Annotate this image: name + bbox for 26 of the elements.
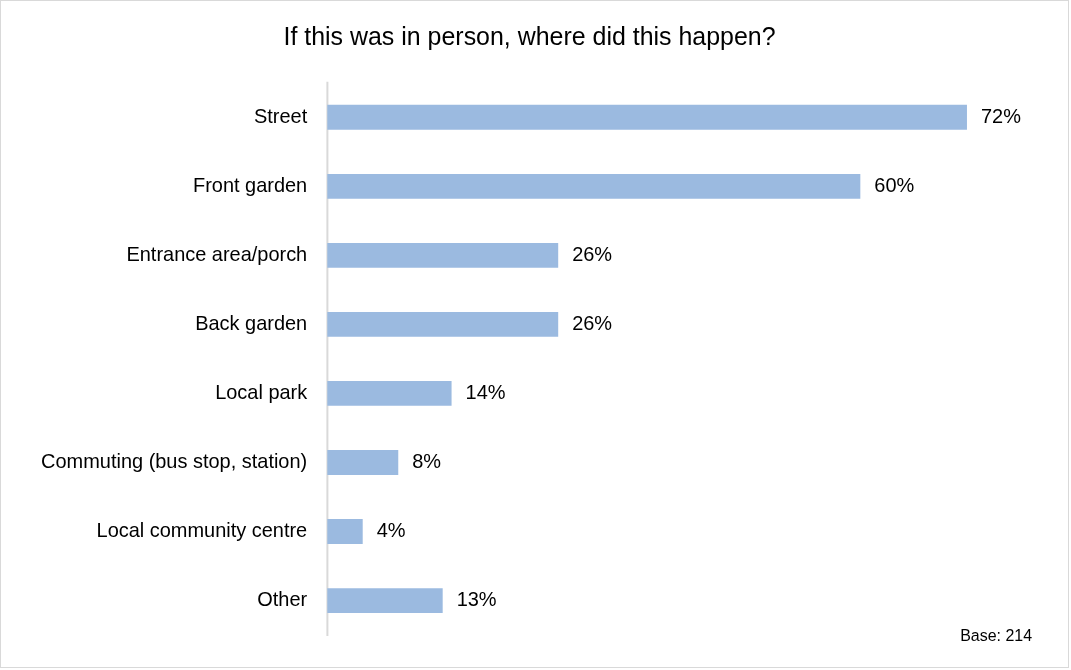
y-tick-label: Other <box>257 588 308 611</box>
y-tick-label: Entrance area/porch <box>126 242 308 265</box>
bar <box>327 588 443 613</box>
data-label: 14% <box>465 380 506 403</box>
data-label: 72% <box>980 104 1022 127</box>
y-tick-label: Front garden <box>192 173 308 196</box>
data-label: 13% <box>456 588 497 611</box>
y-tick-label: Local park <box>215 380 308 403</box>
bar <box>327 242 559 268</box>
bar <box>327 311 559 337</box>
bar <box>327 519 363 544</box>
bar <box>327 450 399 475</box>
bar <box>327 104 967 130</box>
annotation: Base: 214 <box>960 627 1033 645</box>
y-tick-label: Street <box>253 104 308 127</box>
bar <box>327 173 861 199</box>
data-label: 26% <box>572 242 613 265</box>
data-label: 26% <box>572 311 613 334</box>
y-tick-label: Commuting (bus stop, station) <box>41 450 308 472</box>
data-label: 60% <box>874 173 915 196</box>
chart-title: If this was in person, where did this happen? <box>283 21 776 50</box>
data-label: 4% <box>376 519 406 542</box>
y-tick-label: Local community centre <box>96 519 308 542</box>
y-tick-label: Back garden <box>195 311 308 334</box>
data-label: 8% <box>412 450 442 472</box>
bar <box>327 381 452 406</box>
